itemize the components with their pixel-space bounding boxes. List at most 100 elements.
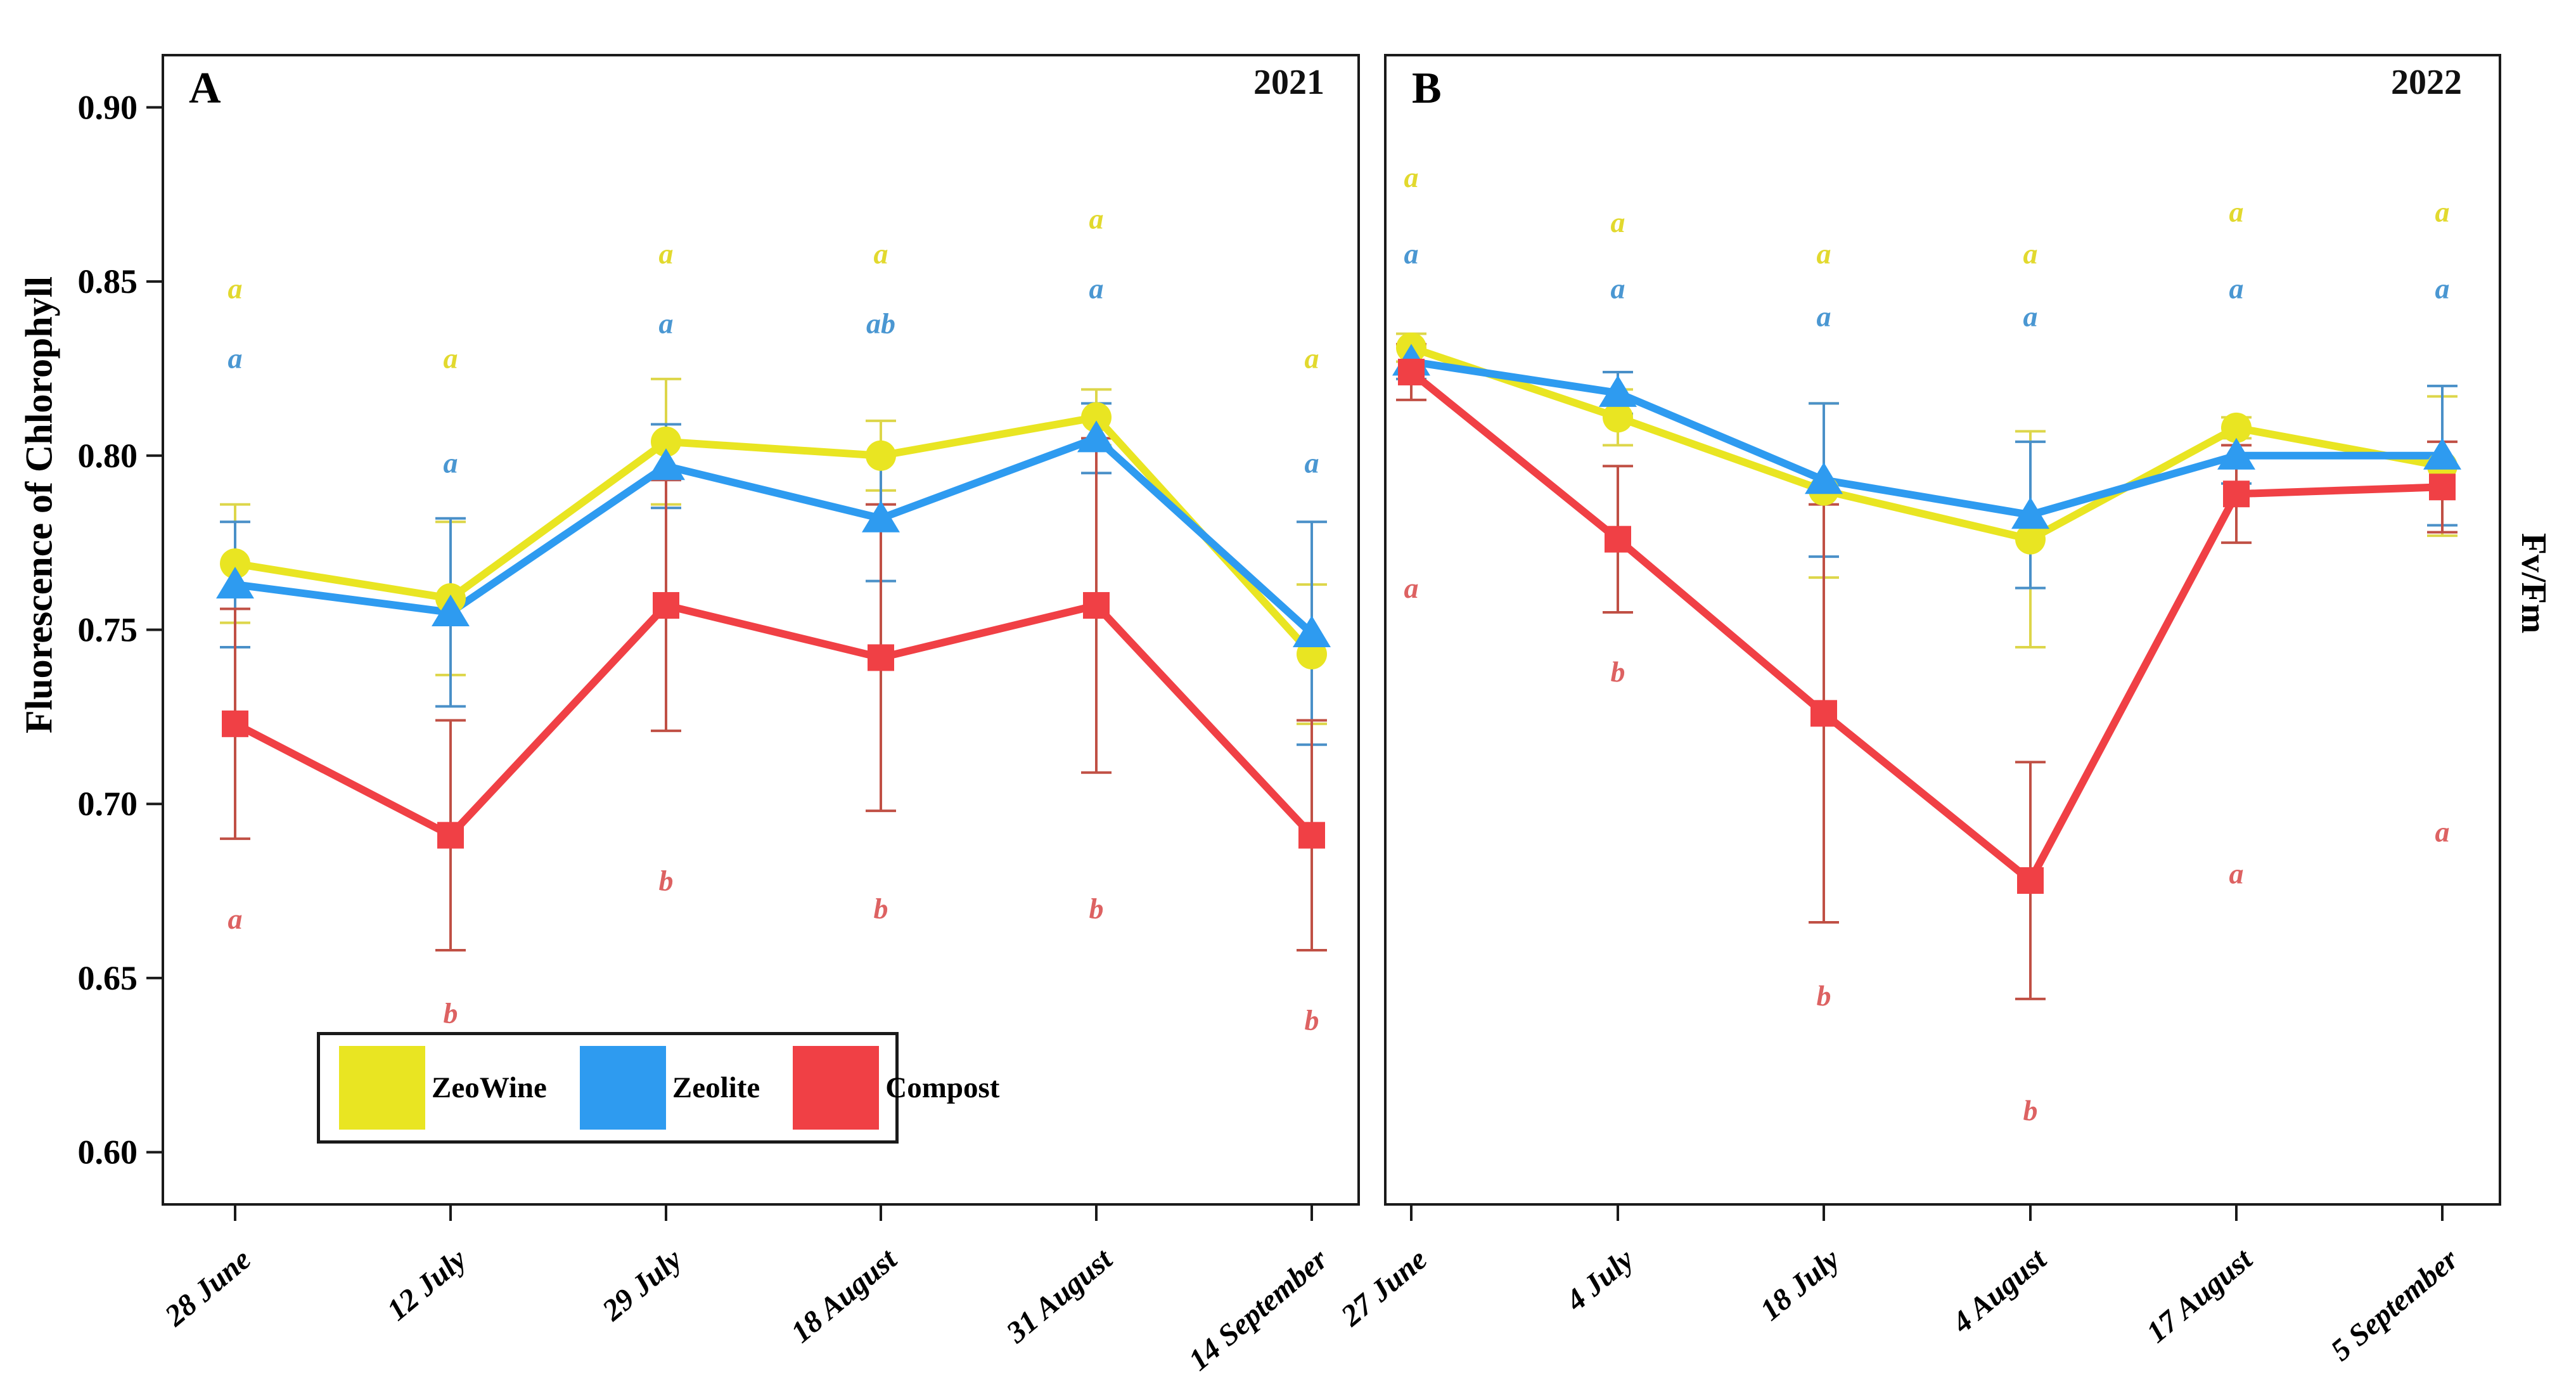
- y-tick-label: 0.75: [78, 611, 138, 649]
- legend-label-zeowine: ZeoWine: [432, 1071, 547, 1104]
- marker-triangle-zeolite: [1805, 462, 1843, 494]
- y-tick-label: 0.65: [78, 959, 138, 997]
- marker-square-compost: [868, 644, 894, 671]
- legend-swatch-zeolite: [579, 1046, 666, 1130]
- significance-letter: a: [874, 238, 888, 270]
- significance-letter: a: [1089, 203, 1104, 235]
- significance-letter: a: [228, 273, 243, 305]
- significance-letter: b: [1611, 655, 1625, 688]
- marker-circle-zeowine: [651, 426, 681, 457]
- significance-letter: b: [2023, 1094, 2038, 1126]
- significance-letter: b: [444, 996, 458, 1029]
- y-tick-label: 0.85: [78, 262, 138, 300]
- significance-letter: b: [874, 893, 888, 925]
- legend-swatch-compost: [793, 1046, 880, 1130]
- marker-square-compost: [1605, 526, 1631, 553]
- significance-letter: a: [444, 342, 458, 374]
- marker-circle-zeowine: [1603, 402, 1633, 433]
- panel-a-label: A: [189, 64, 221, 113]
- marker-circle-zeowine: [866, 440, 896, 471]
- significance-letter: b: [1089, 893, 1104, 925]
- x-tick-label: 4 August: [1945, 1242, 2054, 1340]
- significance-letter: a: [1817, 238, 1831, 270]
- panel-b-year: 2022: [2391, 63, 2462, 102]
- significance-letter: a: [228, 903, 243, 935]
- marker-circle-zeowine: [2221, 412, 2252, 443]
- marker-triangle-zeolite: [216, 567, 254, 599]
- significance-letter: ab: [866, 307, 895, 340]
- marker-square-compost: [437, 822, 464, 849]
- legend-label-zeolite: Zeolite: [672, 1071, 760, 1104]
- significance-letter: a: [2023, 238, 2038, 270]
- significance-letter: a: [2435, 196, 2450, 228]
- y-tick-label: 0.90: [78, 88, 138, 126]
- significance-letter: a: [1404, 161, 1419, 193]
- significance-letter: a: [659, 307, 674, 340]
- significance-letter: b: [1305, 1003, 1319, 1036]
- significance-letter: a: [1611, 273, 1625, 305]
- x-tick-label: 27 June: [1335, 1242, 1433, 1333]
- x-tick-label: 12 July: [381, 1242, 473, 1327]
- x-tick-label: 18 July: [1754, 1242, 1847, 1327]
- significance-letter: a: [1089, 273, 1104, 305]
- significance-letter: a: [2229, 858, 2244, 890]
- x-tick-label: 4 July: [1559, 1242, 1640, 1318]
- significance-letter: a: [2229, 273, 2244, 305]
- marker-triangle-zeolite: [1077, 420, 1115, 453]
- marker-triangle-zeolite: [1293, 615, 1331, 647]
- x-tick-label: 29 July: [596, 1242, 689, 1327]
- marker-triangle-zeolite: [2217, 437, 2255, 470]
- y-axis-title: Fluorescence of Chlorophyll: [18, 276, 60, 734]
- significance-letter: a: [1305, 342, 1319, 374]
- marker-square-compost: [2223, 480, 2250, 508]
- legend-swatch-zeowine: [339, 1046, 425, 1130]
- significance-letter: a: [444, 446, 458, 479]
- series-line-compost: [233, 601, 1315, 841]
- marker-triangle-zeolite: [2011, 497, 2049, 529]
- legend-box: ZeoWine Zeolite Compost: [317, 1032, 999, 1144]
- marker-square-compost: [1083, 592, 1110, 619]
- significance-letter: a: [1404, 572, 1419, 604]
- x-tick-label: 14 September: [1182, 1242, 1335, 1377]
- significance-letter: a: [2229, 196, 2244, 228]
- significance-letter: a: [2435, 816, 2450, 848]
- significance-letter: a: [1404, 238, 1419, 270]
- marker-square-compost: [2429, 474, 2456, 501]
- legend-label-compost: Compost: [885, 1071, 1000, 1104]
- significance-letter: a: [1305, 446, 1319, 479]
- marker-triangle-zeolite: [2423, 437, 2461, 470]
- significance-letter: a: [1611, 206, 1625, 238]
- right-axis-title: Fv/Fm: [2514, 532, 2553, 634]
- marker-square-compost: [1810, 700, 1837, 727]
- marker-triangle-zeolite: [862, 500, 900, 532]
- series-line-zeowine: [234, 413, 1315, 657]
- significance-letter: a: [228, 342, 243, 374]
- marker-square-compost: [1398, 358, 1425, 385]
- panel-a-year: 2021: [1253, 63, 1324, 102]
- y-tick-label: 0.60: [78, 1133, 138, 1171]
- y-tick-label: 0.80: [78, 437, 138, 475]
- marker-square-compost: [222, 710, 248, 737]
- significance-letter: a: [2023, 300, 2038, 333]
- x-tick-label: 17 August: [2140, 1242, 2259, 1350]
- series-line-zeolite: [234, 434, 1315, 636]
- marker-square-compost: [2017, 867, 2044, 894]
- marker-circle-zeowine: [2015, 524, 2046, 555]
- marker-circle-zeowine: [1081, 402, 1112, 433]
- marker-square-compost: [653, 592, 679, 619]
- x-tick-label: 31 August: [999, 1242, 1119, 1350]
- panel-b-label: B: [1412, 64, 1442, 113]
- marker-triangle-zeolite: [647, 448, 685, 480]
- marker-triangle-zeolite: [432, 595, 470, 627]
- x-tick-label: 5 September: [2324, 1242, 2465, 1367]
- marker-triangle-zeolite: [1599, 375, 1637, 407]
- y-tick-label: 0.70: [78, 785, 138, 823]
- series-line-zeowine: [1410, 344, 2444, 544]
- panel-border: [1384, 54, 2501, 1206]
- significance-letter: b: [659, 865, 674, 897]
- series-line-zeolite: [1411, 358, 2442, 519]
- significance-letter: a: [2435, 273, 2450, 305]
- series-line-compost: [1409, 369, 2443, 887]
